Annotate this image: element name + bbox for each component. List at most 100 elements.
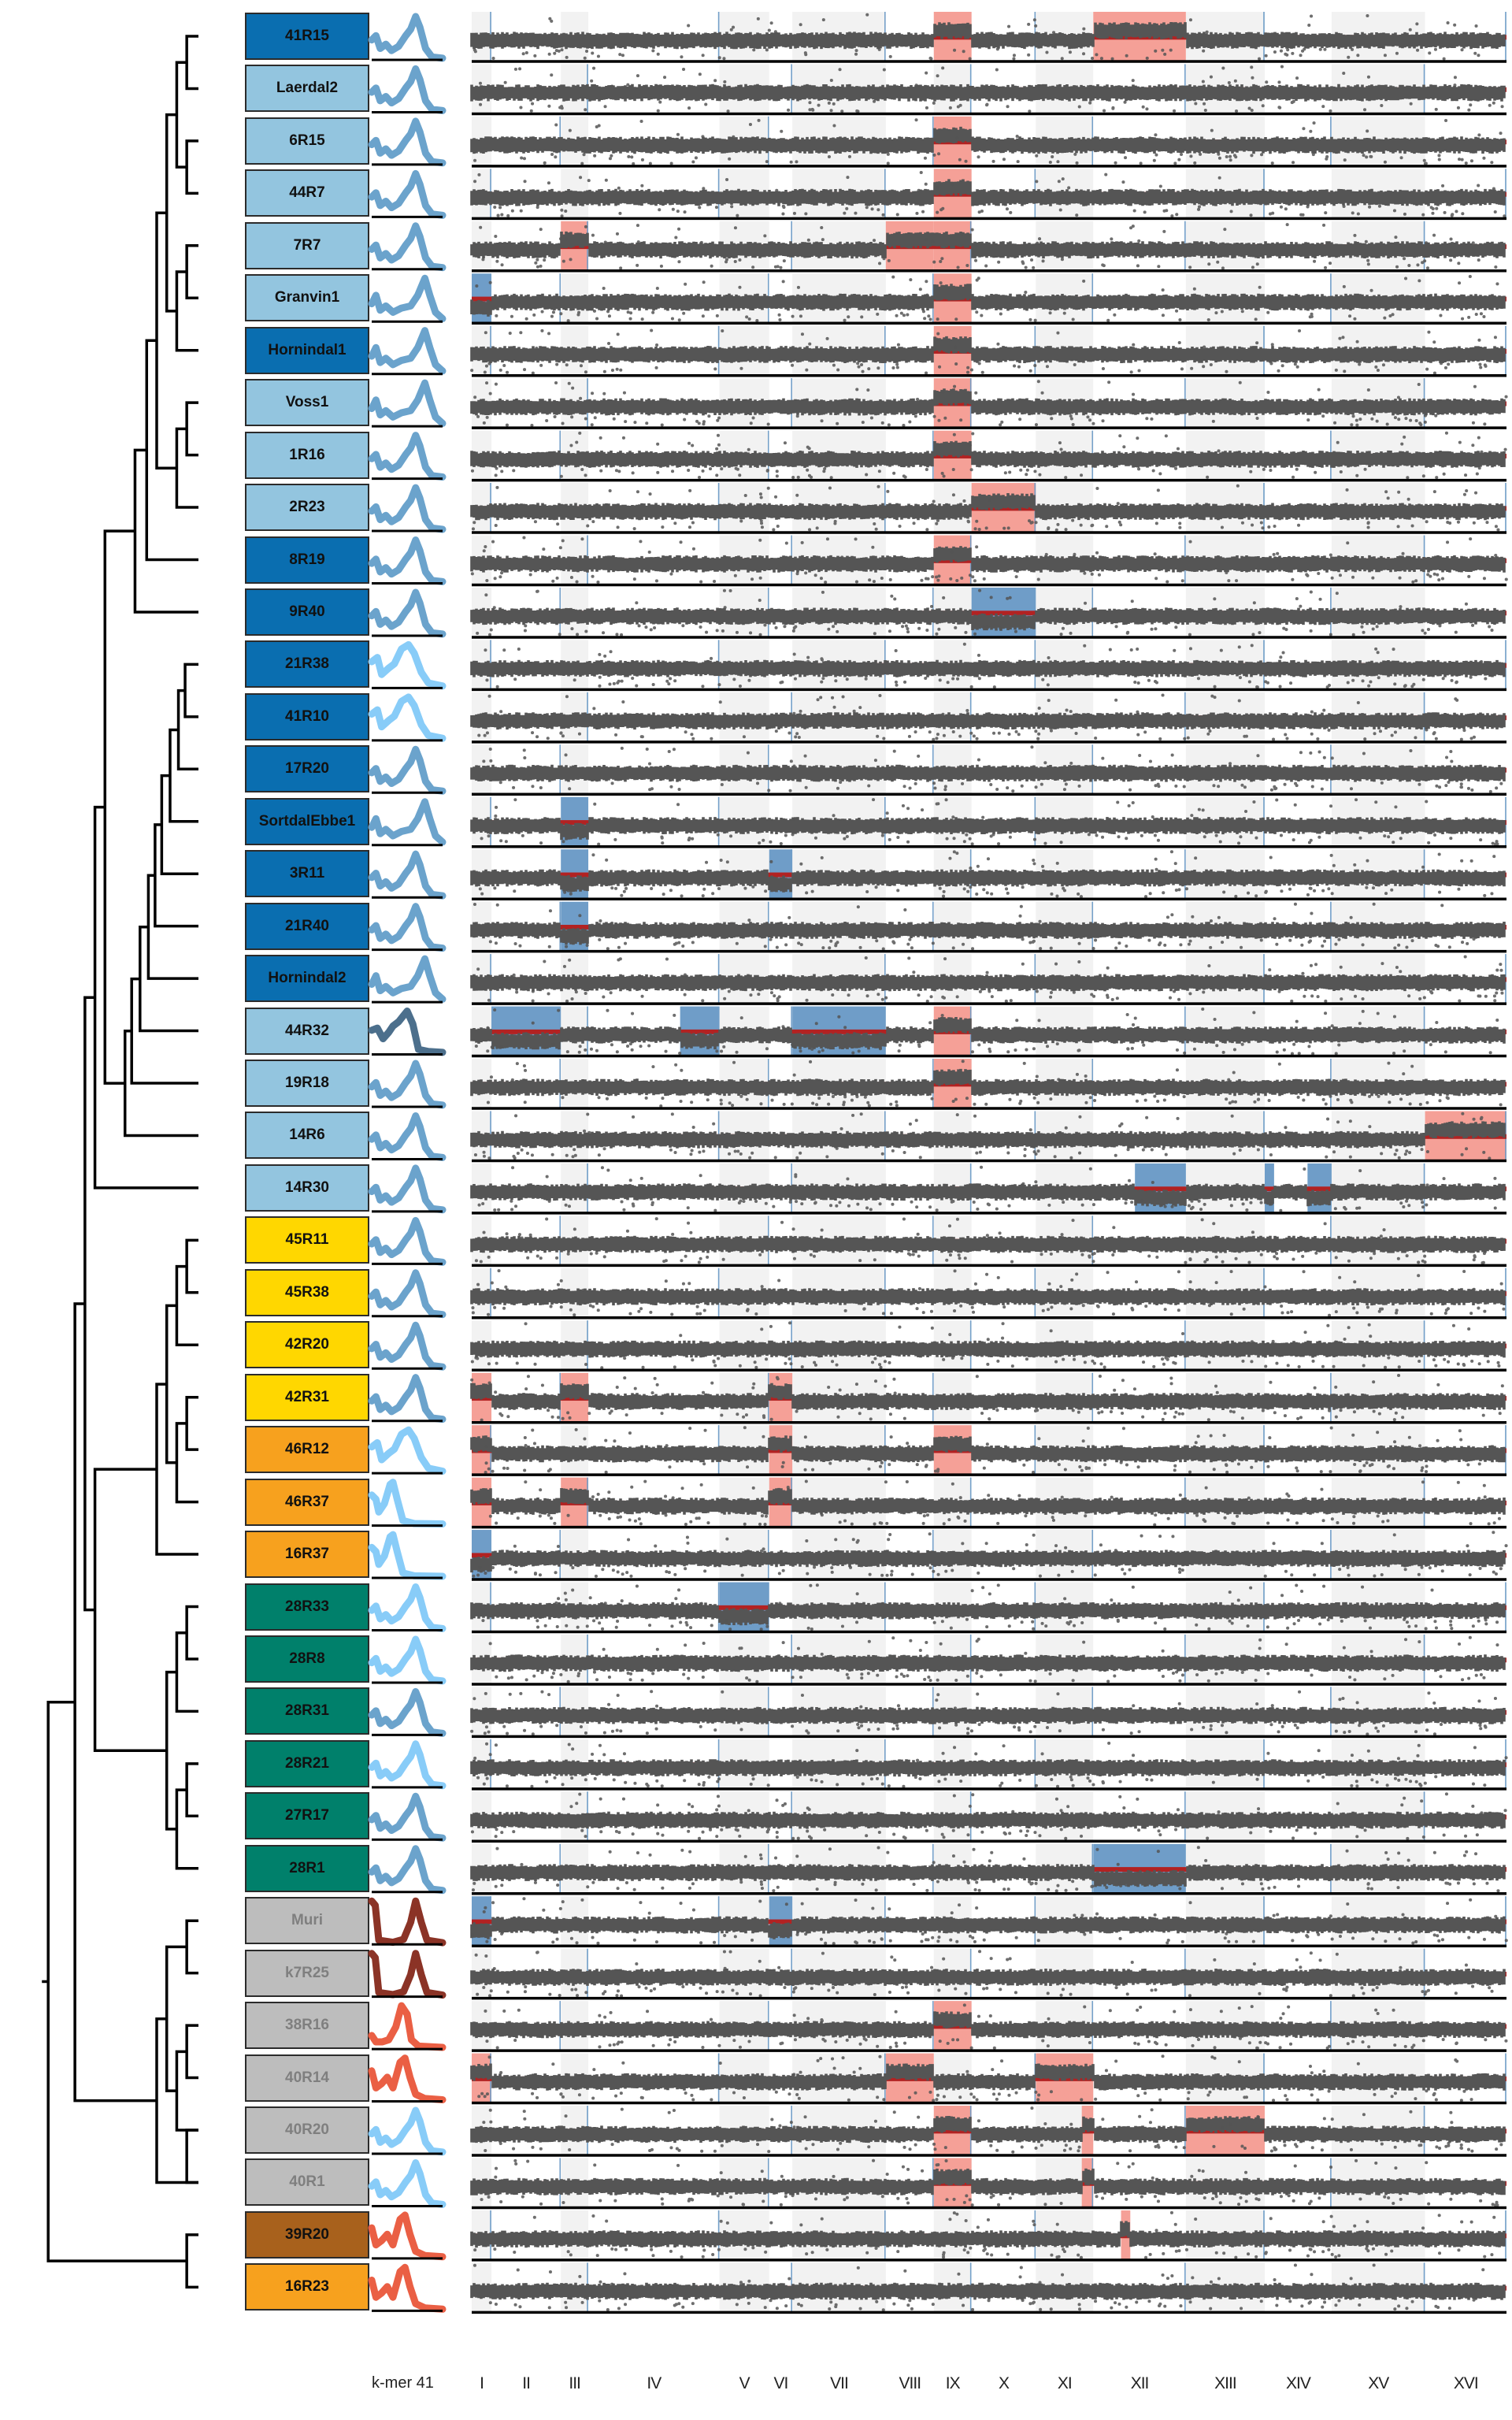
read-depth-band [470,1969,1506,1986]
read-depth-band [470,493,1506,521]
kmer-curve [368,2263,447,2313]
kmer-curve [368,693,447,742]
read-depth-band [470,1602,1506,1626]
cnv-row [470,169,1506,221]
outlier-points [473,1112,1492,1160]
cnv-row [470,587,1506,639]
outlier-points [474,1008,1499,1056]
kmer-spectrum [368,1321,447,1371]
read-depth-band [470,1654,1506,1672]
sample-label: 7R7 [245,221,369,269]
read-depth-band [470,764,1506,782]
kmer-curve [368,379,447,427]
kmer-spectrum [368,850,447,900]
outlier-points [470,328,1497,375]
kmer-spectrum [368,13,447,62]
cnv-row [470,1739,1508,1791]
kmer-curve [368,274,447,323]
cnv-row [470,1843,1506,1895]
outlier-points [472,2263,1485,2312]
cnv-row [470,1896,1508,1947]
sample-label: 14R30 [245,1164,369,1212]
outlier-points [473,118,1503,165]
kmer-curve [368,536,447,585]
kmer-spectrum [368,2054,447,2103]
outlier-points [482,2106,1503,2154]
sample-label: 28R8 [245,1635,369,1683]
outlier-points [477,1165,1497,1212]
sample-label: 42R20 [245,1321,369,1369]
cnv-row [470,692,1506,744]
sample-label: 40R1 [245,2158,369,2207]
sample-label: 9R40 [245,588,369,636]
kmer-spectrum [368,536,447,585]
kmer-curve [368,1687,447,1737]
kmer-spectra [368,13,447,2313]
kmer-curve [368,327,447,375]
kmer-spectrum [368,1897,447,1947]
read-depth-band [470,1183,1506,1207]
outlier-points [473,2210,1496,2259]
outlier-points [470,1792,1507,1840]
read-depth-band [470,1017,1506,1050]
cnv-row [470,1006,1506,1058]
chromosome-label: XI [1057,2374,1073,2392]
kmer-curve [368,1321,447,1371]
read-depth-band [470,84,1506,102]
outlier-points [472,1531,1508,1578]
read-depth-band [470,1235,1506,1253]
sample-label: Laerdal2 [245,65,369,113]
outlier-points [476,588,1494,637]
read-depth-band [470,440,1506,468]
cnv-row [470,273,1506,325]
read-depth-band [470,284,1506,317]
outlier-points [484,642,1488,689]
kmer-spectrum [368,169,447,219]
chromosome-label: XIII [1214,2374,1236,2392]
cnv-row [470,12,1506,63]
read-depth-band [470,2063,1506,2091]
kmer-spectrum [368,1950,447,1999]
kmer-spectrum [368,1687,447,1737]
cnv-row [470,796,1506,848]
kmer-curve [368,2211,447,2261]
read-depth-band [470,974,1506,992]
baseline [472,506,1506,511]
kmer-curve [368,222,447,272]
chromosome-label: XIV [1286,2374,1311,2392]
dendrogram [42,35,198,2289]
kmer-curve [368,2159,447,2208]
kmer-curve [368,117,447,167]
sample-label: 38R16 [245,2002,369,2050]
read-depth-band [470,2168,1506,2195]
read-depth-band [470,126,1506,154]
chromosome-label: II [522,2374,531,2392]
kmer-spectrum [368,1792,447,1842]
kmer-spectrum [368,1845,447,1895]
kmer-curve [368,850,447,900]
cnv-row [470,901,1506,953]
cnv-row [470,2001,1508,2052]
cnv-row [470,1111,1506,1163]
chromosome-label: IV [647,2374,662,2392]
kmer-curve [368,1008,447,1056]
cnv-row [470,535,1508,587]
kmer-curve [368,484,447,533]
read-depth-band [470,1706,1506,1724]
sample-label: 44R7 [245,169,369,217]
sample-label: 46R37 [245,1478,369,1526]
outlier-points [471,1846,1500,1893]
kmer-curve [368,1269,447,1319]
kmer-curve [368,1426,447,1475]
cnv-row [470,1059,1506,1110]
cnv-row [470,325,1506,377]
outlier-points [488,1479,1501,1527]
kmer-spectrum [368,2263,447,2313]
sample-label: 45R11 [245,1216,369,1264]
outlier-points [480,2158,1499,2207]
cnv-row [470,744,1506,796]
sample-label: 28R1 [245,1844,369,1892]
read-depth-band [470,1916,1506,1939]
sample-label: 21R38 [245,640,369,689]
outlier-points [482,745,1503,793]
